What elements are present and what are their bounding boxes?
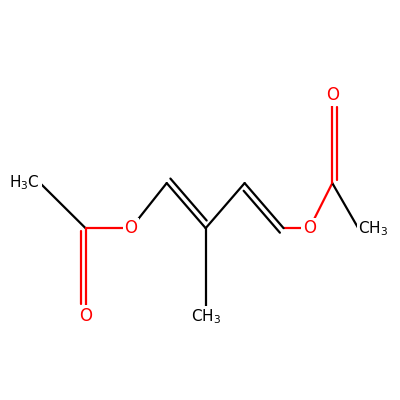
Text: O: O xyxy=(79,307,92,325)
Text: H$_3$C: H$_3$C xyxy=(10,174,40,192)
Text: CH$_3$: CH$_3$ xyxy=(358,219,388,238)
Text: O: O xyxy=(303,219,316,237)
Text: O: O xyxy=(124,219,138,237)
Text: CH$_3$: CH$_3$ xyxy=(190,307,221,326)
Text: O: O xyxy=(326,86,339,104)
